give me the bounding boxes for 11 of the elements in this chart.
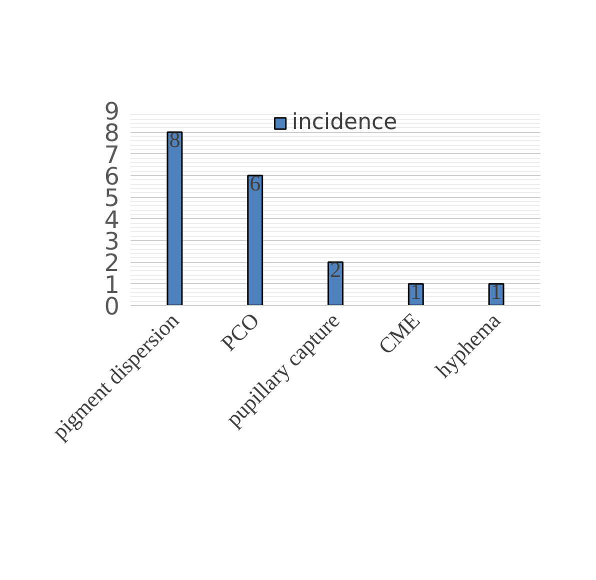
- data-label: 6: [250, 170, 261, 196]
- data-label: 8: [169, 127, 180, 152]
- bar: [247, 174, 264, 306]
- y-tick-label: 0: [104, 292, 120, 320]
- bar: [166, 131, 183, 306]
- data-label: 1: [490, 278, 502, 304]
- bar: [328, 261, 344, 306]
- legend-label: incidence: [292, 110, 398, 135]
- x-tick-label: PCO: [216, 308, 264, 356]
- data-label: 2: [330, 257, 341, 282]
- data-label: 1: [410, 278, 422, 304]
